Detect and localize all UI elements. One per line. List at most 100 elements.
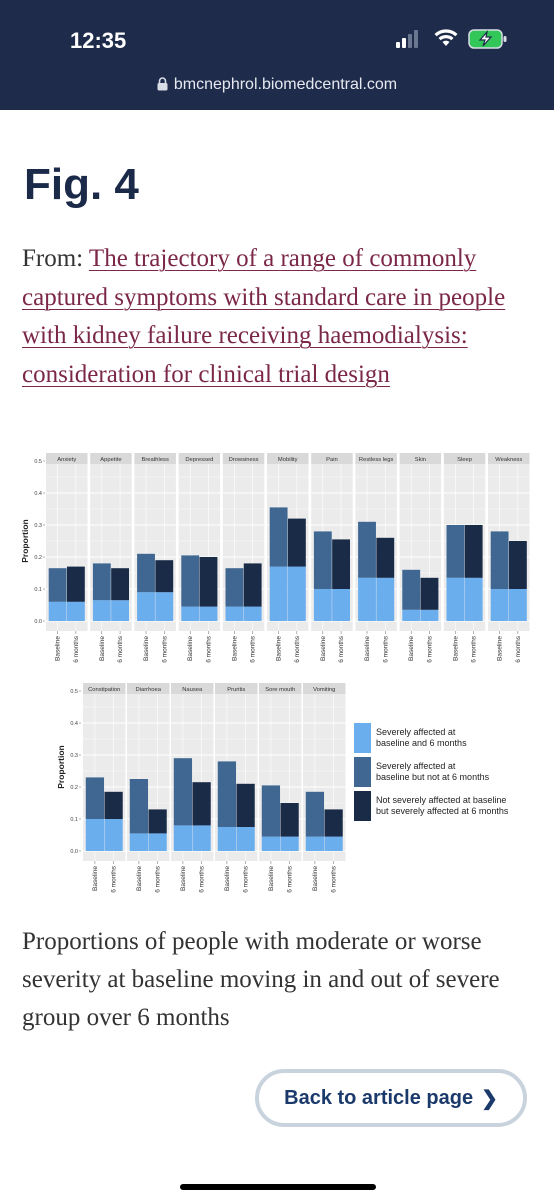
facet-strip <box>215 683 258 694</box>
facet-strip <box>90 453 132 464</box>
x-tick-label: Baseline <box>452 636 459 661</box>
bar-severe-baseline-only <box>269 507 288 567</box>
home-indicator[interactable] <box>180 1184 376 1190</box>
bar-severe-baseline-only <box>217 761 237 827</box>
y-tick-label: 0.0 <box>70 849 78 855</box>
facet-label: Diarrhoea <box>136 687 162 693</box>
bar-both-severe <box>305 836 325 851</box>
bar-severe-baseline-only <box>48 568 67 602</box>
bar-severe-baseline-only <box>313 531 332 589</box>
facet-strip <box>171 683 214 694</box>
x-tick-label: 6 months <box>515 635 522 662</box>
bar-both-severe <box>129 833 149 851</box>
bar-both-severe <box>402 609 421 621</box>
bar-severe-baseline-only <box>92 563 111 601</box>
bar-both-severe <box>155 592 174 621</box>
facet-strip <box>488 453 530 464</box>
x-tick-label: Baseline <box>268 866 275 891</box>
x-tick-label: 6 months <box>331 865 338 892</box>
bar-both-severe <box>324 836 343 851</box>
bar-both-severe <box>181 606 200 621</box>
x-tick-label: Baseline <box>99 636 106 661</box>
bar-both-severe <box>420 609 439 621</box>
bar-severe-6months-only <box>508 541 527 589</box>
facet-strip <box>303 683 346 694</box>
y-tick-label: 0.3 <box>70 753 78 759</box>
bar-both-severe <box>225 606 244 621</box>
y-tick-label: 0.2 <box>70 785 78 791</box>
back-button-label: Back to article page <box>284 1086 474 1109</box>
bar-severe-baseline-only <box>225 568 244 607</box>
y-tick-label: 0.2 <box>34 555 42 561</box>
from-prefix: From: <box>22 245 89 272</box>
x-tick-label: 6 months <box>205 635 212 662</box>
bar-both-severe <box>261 836 281 851</box>
y-tick-label: 0.1 <box>70 817 78 823</box>
facet-strip <box>46 453 88 464</box>
bar-severe-6months-only <box>243 563 262 607</box>
bar-both-severe <box>376 577 395 621</box>
x-tick-label: Baseline <box>497 636 504 661</box>
facet-label: Pain <box>326 457 338 463</box>
back-to-article-button[interactable]: Back to article page ❯ <box>255 1069 527 1127</box>
bar-both-severe <box>92 600 111 621</box>
legend-label: Not severely affected at baseline but sev… <box>376 795 509 816</box>
facet-strip <box>311 453 353 464</box>
facet-label: Vomiting <box>313 687 335 693</box>
bar-both-severe <box>48 601 67 621</box>
bar-severe-baseline-only <box>305 791 325 837</box>
bar-both-severe <box>313 589 332 621</box>
y-tick-label: 0.5 <box>70 689 78 695</box>
bar-severe-baseline-only <box>129 779 149 834</box>
y-tick-label: 0.0 <box>34 619 42 625</box>
bar-both-severe <box>287 566 306 621</box>
article-link[interactable]: The trajectory of a range of commonly ca… <box>22 245 506 388</box>
facet-label: Nausea <box>182 687 203 693</box>
x-tick-label: Baseline <box>143 636 150 661</box>
cellular-signal-icon <box>396 30 418 48</box>
facet-label: Appetite <box>100 457 121 463</box>
facet-strip <box>399 453 442 464</box>
facet-label: Sleep <box>457 457 472 463</box>
x-tick-label: 6 months <box>73 635 80 662</box>
x-tick-label: Baseline <box>312 866 319 891</box>
bar-severe-6months-only <box>287 518 306 567</box>
facet-label: Weakness <box>495 457 522 463</box>
bar-severe-6months-only <box>66 566 85 602</box>
facet-label: Mobility <box>278 457 298 463</box>
bar-both-severe <box>332 589 351 621</box>
bar-both-severe <box>111 600 130 621</box>
bar-both-severe <box>490 589 509 621</box>
battery-charging-icon <box>468 29 507 49</box>
figure-chart: Proportion 0.0 0.1 0.2 0.3 0.4 0.5 Anxiety Basel… <box>20 453 530 893</box>
bar-severe-baseline-only <box>137 553 155 593</box>
source-article: From: The trajectory of a range of commo… <box>22 240 537 394</box>
facet-strip <box>178 453 221 464</box>
bar-severe-6months-only <box>420 577 439 610</box>
x-tick-label: Baseline <box>408 636 415 661</box>
x-tick-label: 6 months <box>471 635 478 662</box>
x-tick-label: Baseline <box>231 636 238 661</box>
address-bar[interactable]: bmcnephrol.biomedcentral.com <box>0 76 554 94</box>
bar-severe-baseline-only <box>261 785 281 837</box>
legend-label: Severely affected at baseline and 6 month… <box>376 727 467 748</box>
facet-label: Depressed <box>185 457 213 463</box>
bar-severe-6months-only <box>332 539 351 589</box>
facet-strip <box>83 683 126 694</box>
x-tick-label: 6 months <box>117 635 124 662</box>
x-tick-label: 6 months <box>155 865 162 892</box>
x-tick-label: 6 months <box>111 865 118 892</box>
x-tick-label: 6 months <box>294 635 301 662</box>
facet-strip <box>267 453 309 464</box>
legend-swatch <box>354 791 371 821</box>
url-text: bmcnephrol.biomedcentral.com <box>173 76 398 93</box>
legend-label: Severely affected at baseline but not at … <box>376 761 490 782</box>
legend-swatch <box>354 723 371 753</box>
bar-both-severe <box>192 825 211 851</box>
facet-strip <box>443 453 486 464</box>
y-tick-label: 0.4 <box>70 721 78 727</box>
bar-both-severe <box>199 606 218 621</box>
bar-severe-6months-only <box>192 782 211 826</box>
bar-both-severe <box>104 819 123 851</box>
x-tick-label: Baseline <box>187 636 194 661</box>
